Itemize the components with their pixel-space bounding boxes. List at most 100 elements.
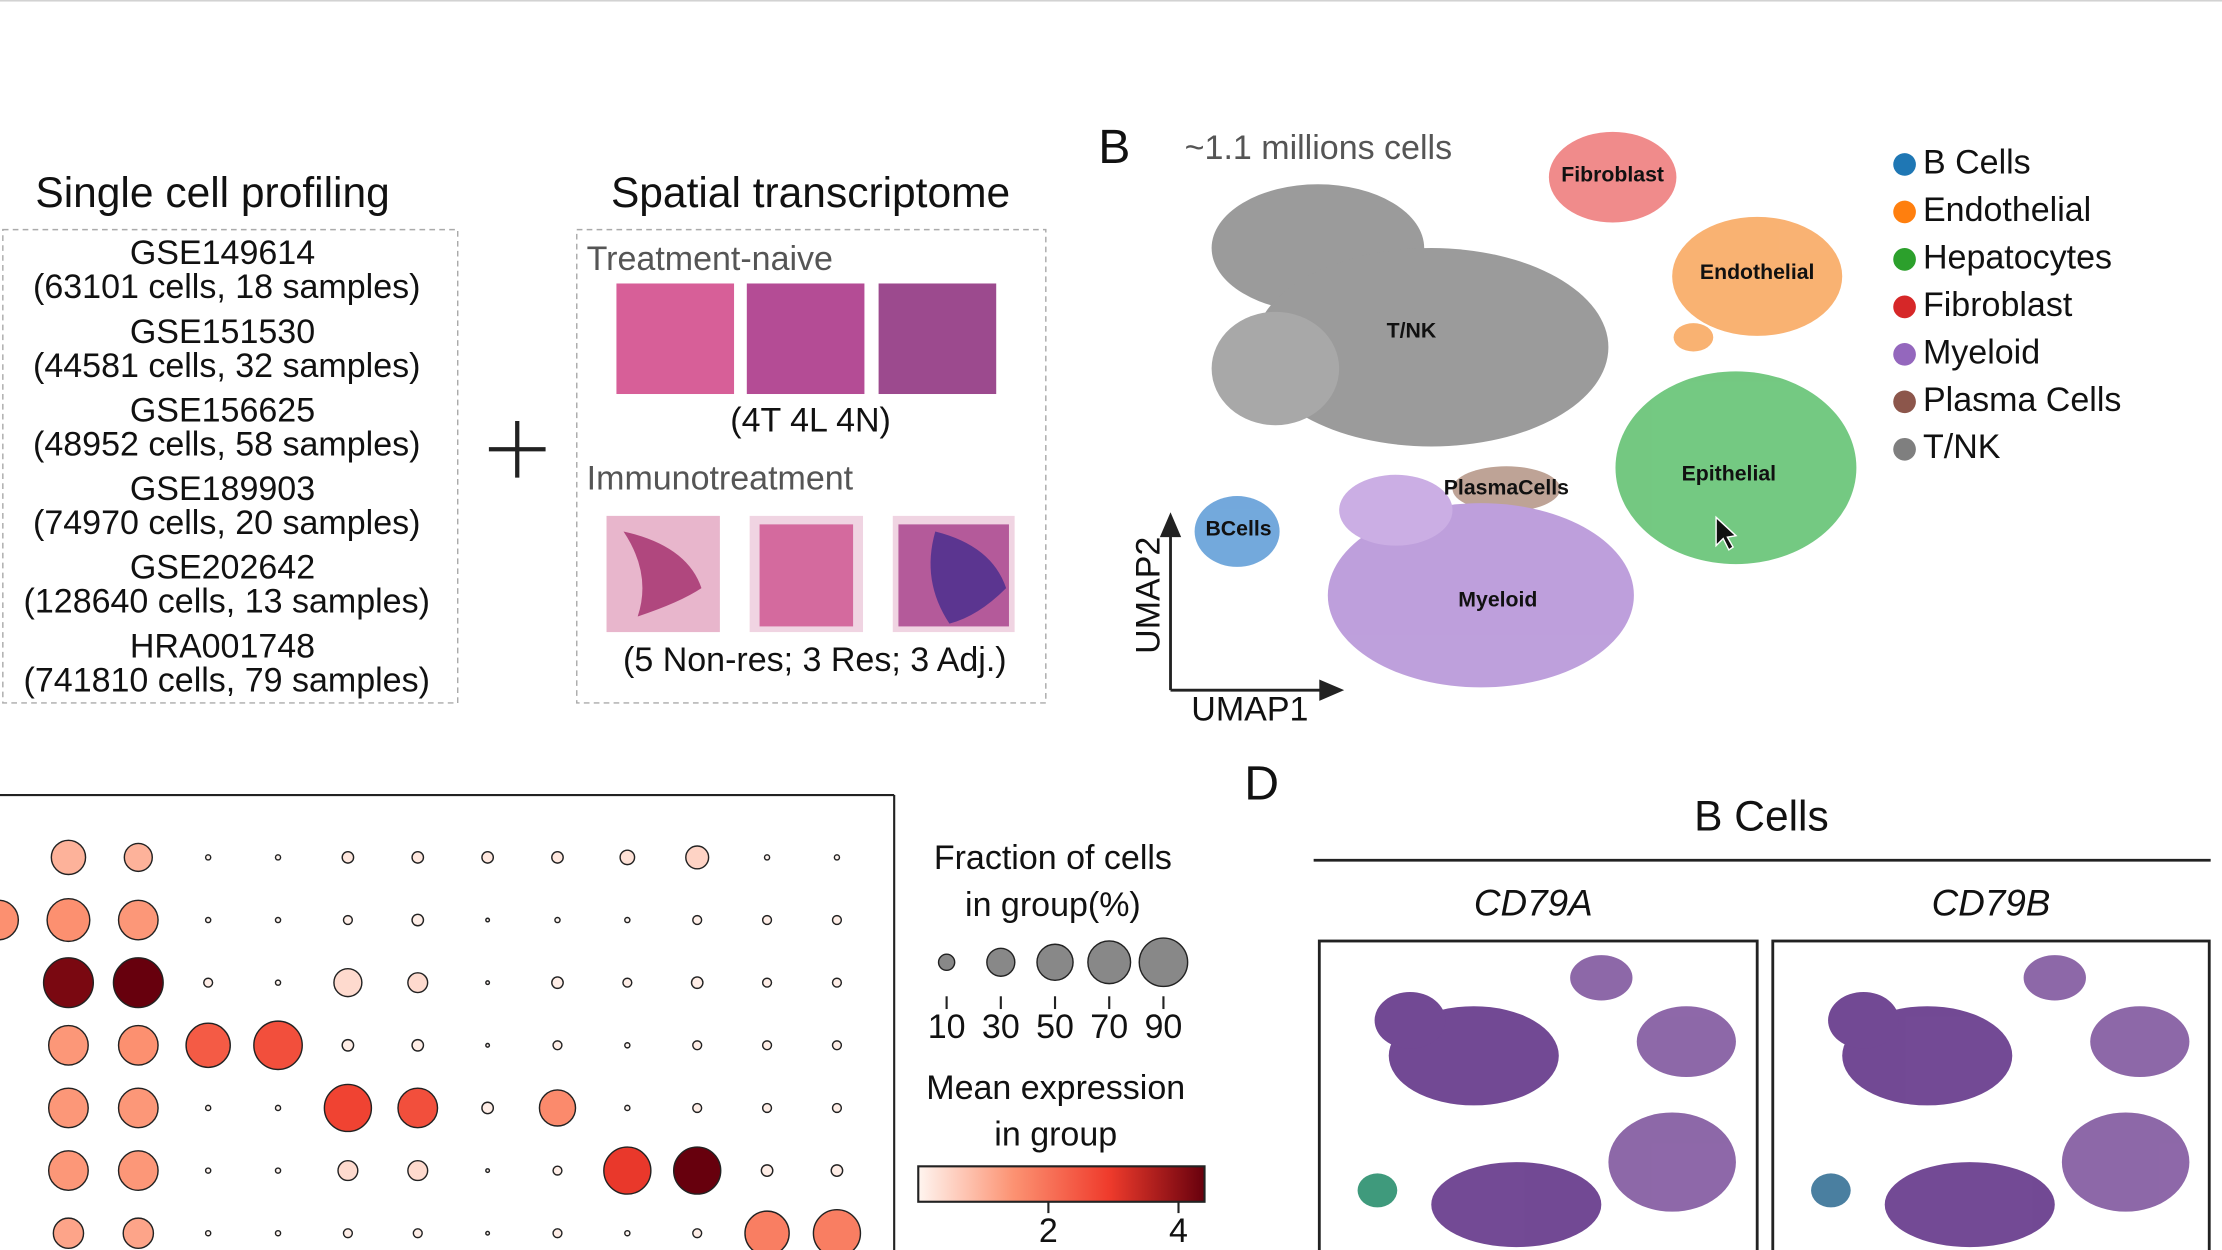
subtitle: ~1.1 millions cells: [1185, 129, 1452, 167]
size-tick-label: 70: [1090, 1008, 1128, 1046]
dot: [485, 1042, 491, 1048]
group-detail: (5 Non-res; 3 Res; 3 Adj.): [623, 641, 1007, 679]
dot: [831, 977, 843, 988]
dot: [274, 1229, 282, 1237]
dataset-id: GSE149614: [130, 234, 315, 272]
dataset-id: HRA001748: [130, 627, 315, 665]
dot: [185, 1022, 231, 1069]
dot: [117, 1150, 159, 1192]
dot: [407, 972, 429, 994]
dot: [0, 899, 20, 941]
tissue-images: [606, 283, 1015, 633]
dot: [341, 850, 355, 864]
colorbar: [917, 1165, 1206, 1203]
single-cell-title: Single cell profiling: [35, 170, 389, 217]
dot: [692, 1102, 703, 1114]
x-axis-label: UMAP1: [1191, 690, 1308, 728]
dot: [42, 957, 95, 1009]
dot: [117, 899, 159, 941]
dataset-detail: (63101 cells, 18 samples): [33, 268, 420, 306]
dataset-id: GSE151530: [130, 313, 315, 351]
dot: [204, 1167, 212, 1174]
dot: [552, 1165, 563, 1176]
size-legend-title: Fraction of cells: [934, 839, 1172, 877]
size-legend-dot: [937, 953, 956, 972]
dot: [112, 957, 164, 1009]
dot: [761, 914, 773, 926]
dot: [485, 1168, 491, 1174]
cluster-label: Fibroblast: [1561, 162, 1664, 186]
legend: B Cells Endothelial Hepatocytes Fibroblast M…: [1893, 143, 2121, 466]
cluster-label: BCells: [1205, 517, 1271, 541]
dot: [831, 1040, 843, 1051]
dot: [744, 1210, 790, 1250]
size-tick-label: 30: [982, 1008, 1020, 1046]
color-tick-label: 4: [1169, 1212, 1188, 1250]
dot: [622, 977, 633, 988]
dot: [761, 1102, 773, 1114]
legend-label: Fibroblast: [1923, 286, 2073, 324]
dataset-id: GSE156625: [130, 391, 315, 429]
dotplot-legend: Fraction of cells in group(%) 10 30 50 70 90 Me…: [917, 839, 1206, 1250]
dot: [253, 1020, 303, 1071]
legend-marker: [1893, 342, 1916, 366]
dot: [485, 1230, 491, 1236]
legend-label: Endothelial: [1923, 191, 2091, 229]
dot: [274, 916, 282, 924]
dot: [830, 1164, 844, 1177]
dot: [122, 1217, 155, 1250]
gene-label: CD79A: [1474, 882, 1593, 923]
dashed-box: [576, 228, 1047, 704]
dot: [411, 850, 425, 864]
size-tick-label: 10: [928, 1008, 966, 1046]
dot: [812, 1208, 862, 1250]
dot: [46, 897, 91, 943]
dot: [481, 850, 495, 864]
dot: [552, 1228, 563, 1239]
dot: [337, 1159, 359, 1182]
size-legend-dot: [986, 947, 1016, 977]
umap-axes: [1159, 512, 1345, 701]
dot: [619, 849, 636, 866]
size-legend-dot: [1087, 940, 1132, 985]
dot: [692, 914, 703, 926]
legend-label: B Cells: [1923, 143, 2031, 181]
dot: [603, 1146, 652, 1195]
dot: [538, 1089, 577, 1127]
dot: [274, 1167, 282, 1174]
dot: [47, 1087, 89, 1129]
size-tick-label: 50: [1036, 1008, 1074, 1046]
dot: [274, 854, 282, 861]
feature-plots: [1317, 939, 2211, 1250]
cluster-label: T/NK: [1387, 318, 1437, 342]
dot: [204, 854, 212, 861]
dot: [47, 1024, 89, 1066]
dot: [117, 1087, 159, 1129]
legend-label: Hepatocytes: [1923, 238, 2112, 276]
legend-marker: [1893, 200, 1916, 224]
dot: [760, 1164, 774, 1177]
umap-clusters: [1194, 131, 1857, 688]
size-legend-dot: [1036, 943, 1074, 982]
dataset-id: GSE189903: [130, 470, 315, 508]
legend-marker: [1893, 437, 1916, 461]
gene-label: CD79B: [1932, 882, 2051, 923]
cluster-label: Epithelial: [1682, 461, 1776, 485]
legend-marker: [1893, 390, 1916, 414]
panel-letter: B: [1098, 120, 1130, 174]
dot: [123, 842, 153, 873]
group-name: Immunotreatment: [587, 459, 854, 497]
dot: [761, 1040, 773, 1051]
dataset-detail: (741810 cells, 79 samples): [24, 661, 430, 699]
dot: [47, 1150, 89, 1192]
legend-label: Plasma Cells: [1923, 381, 2121, 419]
cluster-label: Myeloid: [1458, 588, 1537, 612]
plus-sign: [488, 420, 546, 478]
dataset-id: GSE202642: [130, 549, 315, 587]
legend-label: Myeloid: [1923, 333, 2040, 371]
dot: [323, 1083, 373, 1133]
legend-label: T/NK: [1923, 428, 2001, 466]
dot: [411, 913, 425, 927]
group-name: Treatment-naive: [587, 240, 833, 278]
